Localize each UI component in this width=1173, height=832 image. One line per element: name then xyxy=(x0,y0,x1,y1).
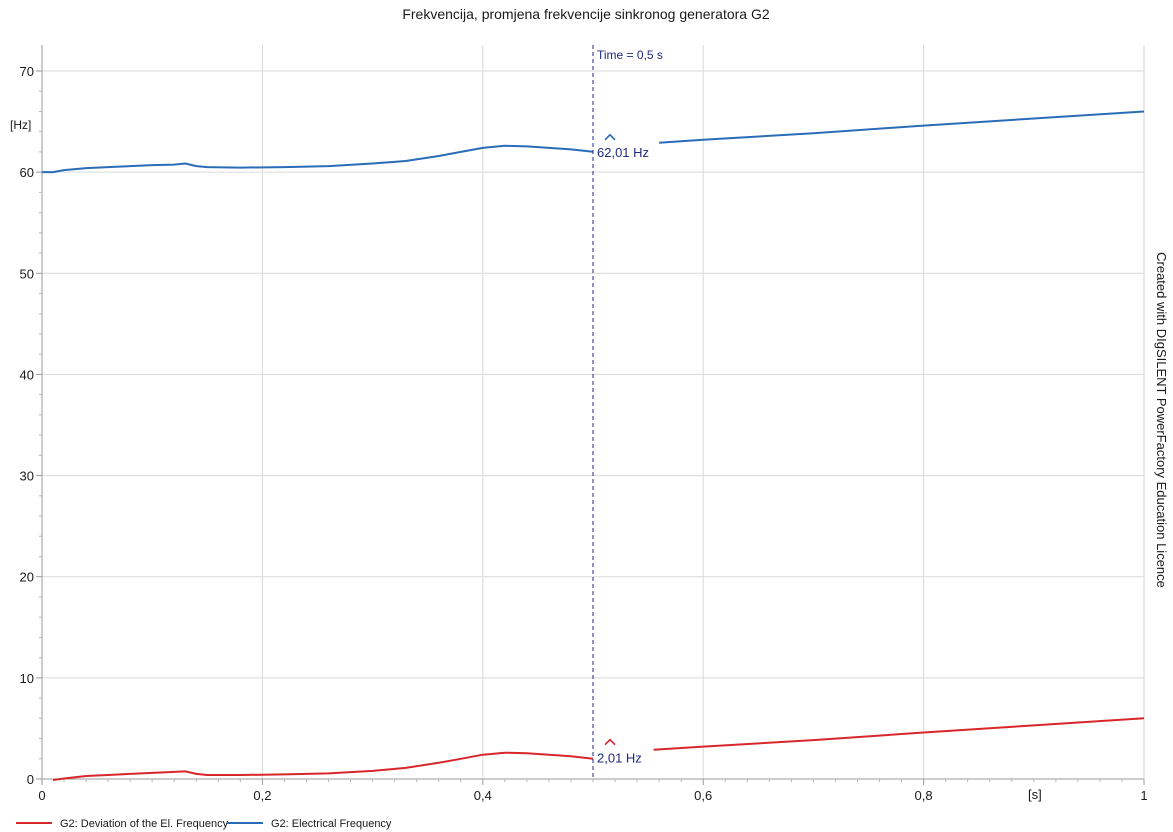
cursor-time-label: Time = 0,5 s xyxy=(597,48,663,62)
red-value-marker xyxy=(604,738,616,746)
x-tick-label: 0,8 xyxy=(915,788,933,803)
x-axis-ticks: 0 0,2 0,4 0,6 0,8 1 xyxy=(38,779,1148,803)
y-tick-label: 70 xyxy=(20,64,34,79)
legend-label: G2: Deviation of the El. Frequency xyxy=(60,818,229,830)
licence-watermark-text: Created with DIgSILENT PowerFactory Educ… xyxy=(1154,252,1169,588)
x-tick-label: 0 xyxy=(38,788,45,803)
electrical-frequency-series-line-part1 xyxy=(42,144,594,174)
y-tick-label: 20 xyxy=(20,570,34,585)
deviation-series-group xyxy=(52,717,1145,781)
y-axis-unit-label: [Hz] xyxy=(10,118,31,132)
y-tick-label: 0 xyxy=(27,772,34,787)
x-axis-unit-label: [s] xyxy=(1028,787,1042,802)
series-group xyxy=(42,110,1145,781)
x-tick-label: 1 xyxy=(1140,788,1147,803)
x-tick-label: 0,2 xyxy=(253,788,271,803)
x-tick-label: 0,4 xyxy=(474,788,492,803)
electrical-frequency-series-line-part2 xyxy=(659,110,1145,144)
y-tick-label: 10 xyxy=(20,671,34,686)
x-tick-label: 0,6 xyxy=(694,788,712,803)
blue-value-label: 62,01 Hz xyxy=(597,145,649,160)
electrical-frequency-series-group xyxy=(42,110,1145,174)
legend-label: G2: Electrical Frequency xyxy=(271,818,392,830)
legend: G2: Deviation of the El. Frequency G2: El… xyxy=(16,818,392,830)
legend-entry: G2: Deviation of the El. Frequency xyxy=(16,818,229,830)
y-tick-label: 40 xyxy=(20,367,34,382)
red-value-label: 2,01 Hz xyxy=(597,751,642,766)
y-axis-ticks: 0 10 20 30 40 50 60 70 xyxy=(20,64,42,787)
chart-title: Frekvencija, promjena frekvencije sinkro… xyxy=(402,6,770,22)
y-tick-label: 50 xyxy=(20,266,34,281)
time-cursor[interactable]: Time = 0,5 s 62,01 Hz 2,01 Hz xyxy=(592,45,663,779)
blue-value-marker xyxy=(604,133,616,141)
deviation-series-line-part2 xyxy=(653,717,1145,751)
legend-entry: G2: Electrical Frequency xyxy=(227,818,392,830)
deviation-series-line-part1 xyxy=(52,751,594,781)
y-tick-label: 30 xyxy=(20,469,34,484)
y-tick-label: 60 xyxy=(20,165,34,180)
